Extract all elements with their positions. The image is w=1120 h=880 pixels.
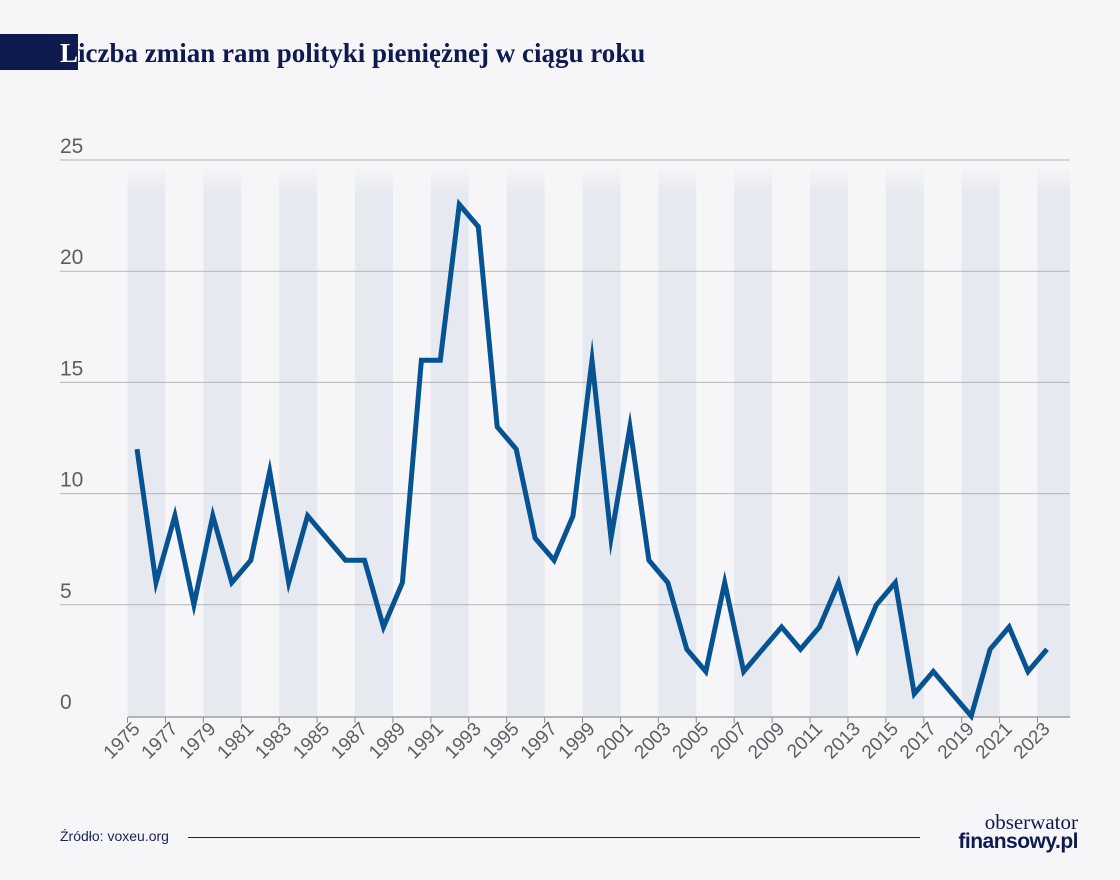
x-tick-label: 1979 [176, 719, 221, 764]
logo-line-2: finansowy.pl [958, 830, 1078, 853]
x-tick-label: 1987 [327, 719, 372, 764]
x-tick-label: 1977 [138, 719, 183, 764]
year-band [279, 166, 318, 716]
year-band [961, 166, 1000, 716]
x-tick-label: 2005 [669, 719, 714, 764]
x-axis [127, 716, 1070, 723]
y-axis-ticks: 0 5 10 15 20 25 [60, 135, 83, 714]
footer-divider [188, 837, 920, 838]
x-tick-label: 1975 [100, 719, 145, 764]
title-first-letter: L [60, 38, 79, 68]
x-tick-label: 1991 [403, 719, 448, 764]
y-tick-label: 5 [60, 580, 72, 603]
title-text: iczba zmian ram polityki pieniężnej w ci… [78, 38, 646, 68]
year-band [127, 166, 166, 716]
x-tick-label: 2011 [783, 719, 827, 763]
y-tick-label: 15 [60, 357, 83, 380]
source-note: Źródło: voxeu.org [60, 828, 169, 844]
x-tick-label: 2021 [972, 719, 1017, 764]
x-tick-label: 2007 [706, 719, 751, 764]
x-tick-label: 2001 [593, 719, 638, 764]
year-bands [127, 166, 1070, 716]
x-tick-label: 2003 [631, 719, 676, 764]
x-tick-label: 2019 [934, 719, 979, 764]
x-tick-label: 2013 [820, 719, 865, 764]
year-band [1037, 166, 1070, 716]
year-band [810, 166, 848, 716]
x-tick-label: 1989 [365, 719, 410, 764]
year-band [734, 166, 773, 716]
x-tick-label: 1999 [555, 719, 600, 764]
year-band [658, 166, 697, 716]
x-tick-label: 1995 [479, 719, 524, 764]
x-tick-label: 2017 [896, 719, 941, 764]
x-tick-label: 1985 [289, 719, 334, 764]
gridlines [60, 159, 1070, 606]
year-band [430, 166, 469, 716]
year-band [203, 166, 242, 716]
x-axis-ticks: 1975197719791981198319851987198919911993… [100, 719, 1055, 764]
title-accent-bar [0, 34, 78, 70]
chart-title: Liczba zmian ram polityki pieniężnej w c… [60, 34, 645, 70]
year-band [355, 166, 393, 716]
x-tick-label: 1983 [251, 719, 296, 764]
y-tick-label: 0 [60, 691, 72, 714]
y-tick-label: 10 [60, 469, 83, 492]
x-tick-label: 1981 [214, 719, 259, 764]
year-band [506, 166, 545, 716]
series-group [134, 198, 1049, 722]
logo-line-1: obserwator [984, 810, 1078, 834]
y-tick-label: 25 [60, 135, 83, 158]
x-tick-label: 2009 [744, 719, 789, 764]
series-line [134, 198, 1049, 722]
x-tick-label: 2023 [1010, 719, 1055, 764]
x-tick-label: 1993 [441, 719, 486, 764]
publisher-logo: obserwator finansowy.pl [928, 810, 1078, 853]
x-tick-label: 2015 [858, 719, 903, 764]
y-tick-label: 20 [60, 246, 83, 269]
x-tick-label: 1997 [517, 719, 562, 764]
